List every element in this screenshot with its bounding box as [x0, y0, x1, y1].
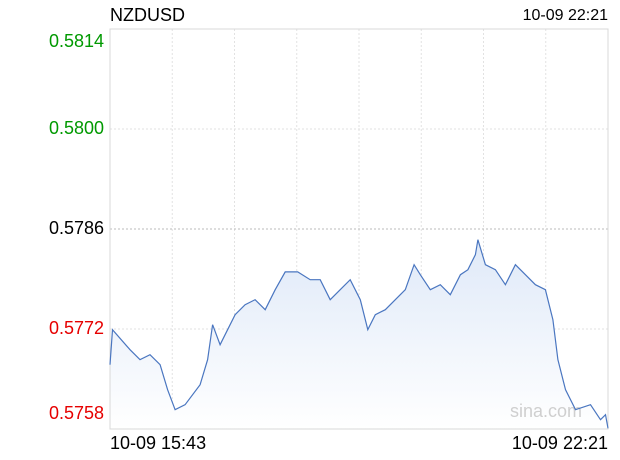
- timestamp: 10-09 22:21: [523, 7, 609, 24]
- y-tick-label: 0.5814: [49, 31, 104, 51]
- area-fill: [110, 239, 608, 429]
- y-tick-label: 0.5772: [49, 318, 104, 338]
- price-line: [109, 239, 609, 429]
- y-tick-label: 0.5758: [49, 403, 104, 423]
- x-tick-label: 10-09 22:21: [512, 433, 608, 453]
- x-tick-label: 10-09 15:43: [110, 433, 206, 453]
- chart-title: NZDUSD: [110, 5, 185, 25]
- plot-frame: [109, 28, 609, 430]
- y-tick-label: 0.5800: [49, 118, 104, 138]
- y-tick-label: 0.5786: [49, 218, 104, 238]
- watermark: sina.com: [510, 401, 582, 421]
